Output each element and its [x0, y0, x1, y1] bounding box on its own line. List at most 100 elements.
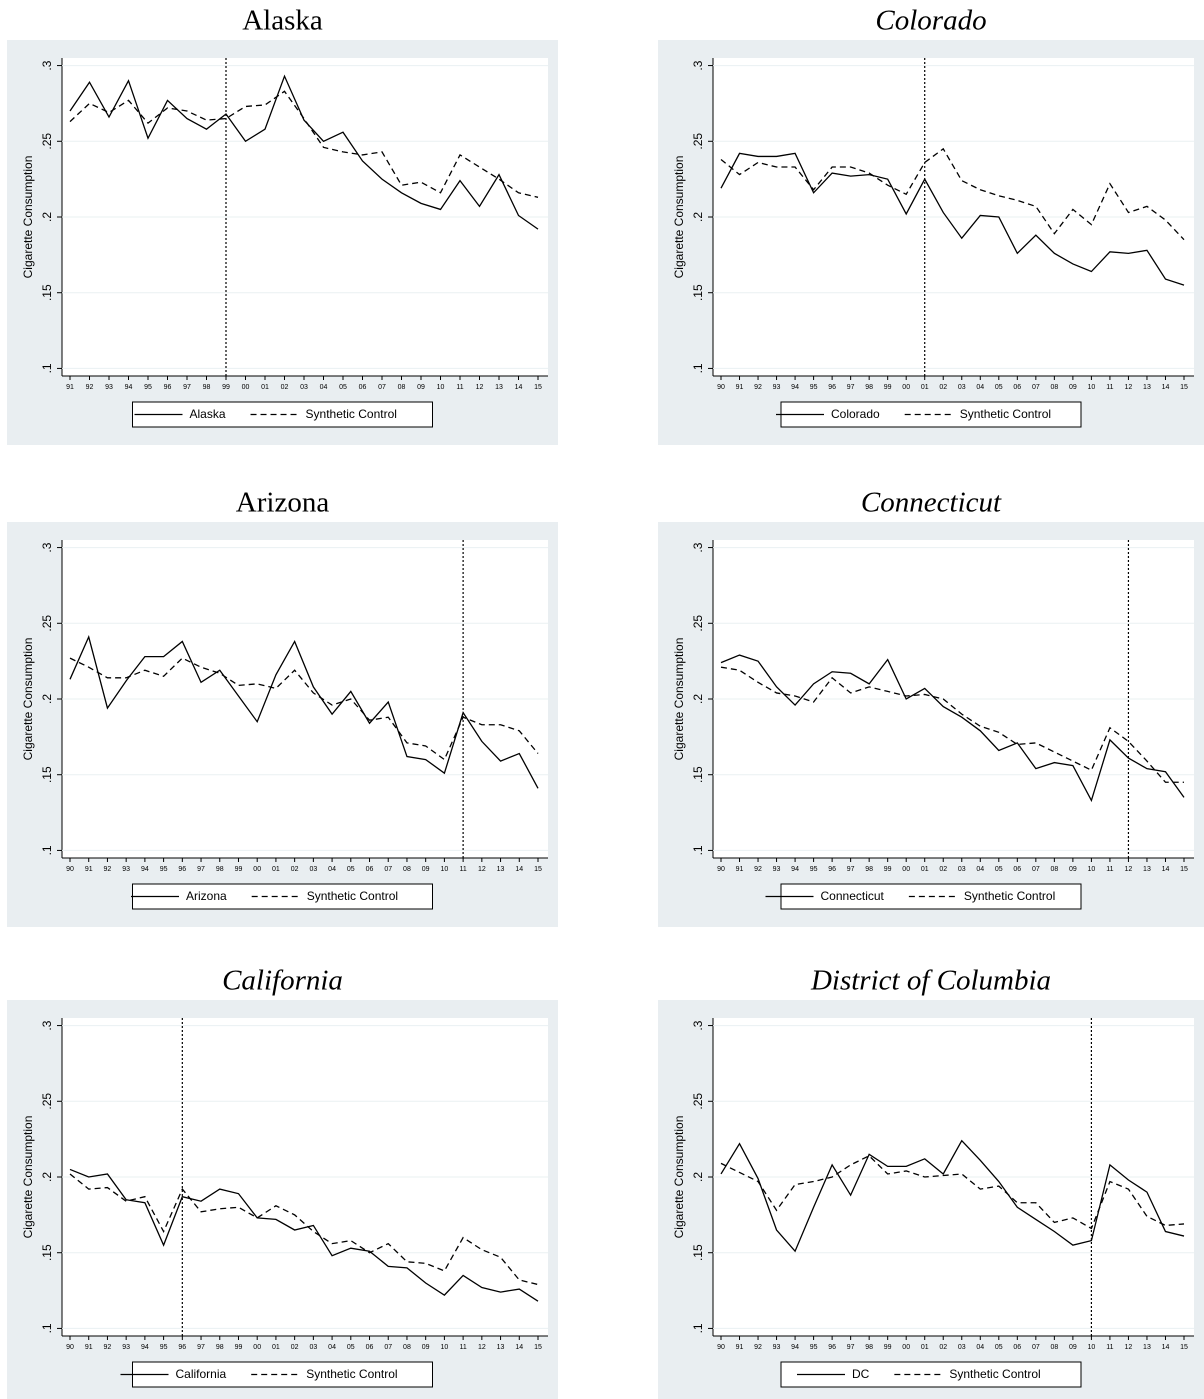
x-tick-label: 93 [773, 384, 781, 391]
panel: Alaska .1 .15 .2 .25 .3 Cigarette Consumption 9… [7, 5, 558, 445]
legend-label: Arizona [186, 889, 227, 903]
y-tick-label: .1 [691, 845, 705, 855]
x-tick-label: 93 [773, 1344, 781, 1351]
legend-label: DC [852, 1367, 870, 1381]
x-tick-label: 12 [478, 1344, 486, 1351]
x-tick-label: 07 [384, 1344, 392, 1351]
y-tick-label: .25 [691, 615, 705, 632]
x-tick-label: 09 [1069, 866, 1077, 873]
series-line [69, 1173, 539, 1286]
x-tick-label: 15 [534, 1344, 542, 1351]
x-tick-label: 91 [736, 1344, 744, 1351]
x-tick-label: 94 [791, 384, 799, 391]
x-tick-label: 08 [1050, 866, 1058, 873]
x-tick-label: 95 [160, 866, 168, 873]
y-tick-label: .15 [691, 1244, 705, 1261]
x-tick-label: 06 [366, 866, 374, 873]
x-tick-label: 13 [1143, 384, 1151, 391]
x-tick-label: 95 [160, 1344, 168, 1351]
x-tick-label: 96 [164, 384, 172, 391]
x-tick-label: 96 [178, 1344, 186, 1351]
x-tick-label: 08 [1050, 384, 1058, 391]
x-tick-label: 98 [865, 1344, 873, 1351]
legend-label: Synthetic Control [964, 889, 1055, 903]
x-tick-label: 98 [203, 384, 211, 391]
x-tick-label: 03 [309, 1344, 317, 1351]
x-tick-label: 91 [736, 866, 744, 873]
x-tick-label: 00 [902, 1344, 910, 1351]
x-tick-label: 97 [847, 866, 855, 873]
x-tick-label: 91 [85, 1344, 93, 1351]
x-tick-label: 13 [1143, 866, 1151, 873]
y-tick-label: .15 [40, 284, 54, 301]
x-tick-label: 04 [320, 384, 328, 391]
x-tick-label: 98 [216, 866, 224, 873]
series-line [69, 1168, 539, 1302]
y-tick-label: .3 [691, 542, 705, 552]
x-tick-label: 10 [437, 384, 445, 391]
x-tick-label: 15 [534, 384, 542, 391]
y-tick-label: .2 [691, 1172, 705, 1182]
x-tick-label: 95 [810, 1344, 818, 1351]
x-tick-label: 02 [939, 384, 947, 391]
panel: Connecticut .1 .15 .2 .25 .3 Cigarette Consump… [658, 487, 1204, 927]
y-tick-label: .15 [691, 284, 705, 301]
x-tick-label: 05 [339, 384, 347, 391]
x-tick-label: 00 [902, 866, 910, 873]
x-tick-label: 10 [1088, 1344, 1096, 1351]
x-tick-label: 15 [1180, 384, 1188, 391]
series-line [69, 657, 539, 761]
x-tick-label: 04 [976, 384, 984, 391]
x-tick-label: 05 [347, 1344, 355, 1351]
x-tick-label: 97 [847, 1344, 855, 1351]
x-tick-label: 98 [216, 1344, 224, 1351]
x-tick-label: 08 [1050, 1344, 1058, 1351]
x-tick-label: 14 [515, 384, 523, 391]
y-tick-label: .1 [40, 363, 54, 373]
y-tick-label: .15 [691, 766, 705, 783]
x-tick-label: 14 [1162, 1344, 1170, 1351]
y-tick-label: .3 [40, 542, 54, 552]
x-tick-label: 11 [1106, 866, 1113, 873]
panel: California .1 .15 .2 .25 .3 Cigarette Consumpt… [7, 965, 558, 1399]
x-tick-label: 14 [1162, 384, 1170, 391]
y-tick-label: .3 [691, 1020, 705, 1030]
x-tick-label: 05 [995, 384, 1003, 391]
x-tick-label: 06 [359, 384, 367, 391]
x-tick-label: 99 [235, 866, 243, 873]
x-tick-label: 13 [497, 1344, 505, 1351]
legend-label: Synthetic Control [307, 889, 398, 903]
x-tick-label: 06 [1013, 384, 1021, 391]
x-tick-label: 92 [754, 384, 762, 391]
x-tick-label: 99 [884, 866, 892, 873]
x-tick-label: 00 [253, 1344, 261, 1351]
x-tick-label: 92 [754, 866, 762, 873]
legend-label: Colorado [831, 407, 880, 421]
x-tick-label: 09 [1069, 384, 1077, 391]
panel: Colorado .1 .15 .2 .25 .3 Cigarette Consumptio… [658, 5, 1204, 445]
x-tick-label: 01 [921, 384, 929, 391]
x-tick-label: 08 [403, 866, 411, 873]
y-axis-label: Cigarette Consumption [21, 156, 35, 279]
series-line [69, 634, 539, 789]
x-tick-label: 10 [441, 1344, 449, 1351]
x-tick-label: 99 [884, 1344, 892, 1351]
y-axis-label: Cigarette Consumption [21, 638, 35, 761]
x-tick-label: 01 [921, 1344, 929, 1351]
y-tick-label: .15 [40, 1244, 54, 1261]
x-tick-label: 90 [717, 1344, 725, 1351]
x-tick-label: 11 [1106, 1344, 1113, 1351]
series-line [720, 1155, 1185, 1230]
x-tick-label: 90 [717, 384, 725, 391]
legend-label: Alaska [190, 407, 226, 421]
x-tick-label: 13 [497, 866, 505, 873]
x-tick-label: 95 [810, 866, 818, 873]
x-tick-label: 93 [122, 866, 130, 873]
x-tick-label: 96 [828, 866, 836, 873]
x-tick-label: 04 [976, 1344, 984, 1351]
x-tick-label: 02 [281, 384, 289, 391]
x-tick-label: 04 [328, 1344, 336, 1351]
y-tick-label: .25 [40, 615, 54, 632]
x-tick-label: 15 [534, 866, 542, 873]
legend-label: Connecticut [821, 889, 885, 903]
